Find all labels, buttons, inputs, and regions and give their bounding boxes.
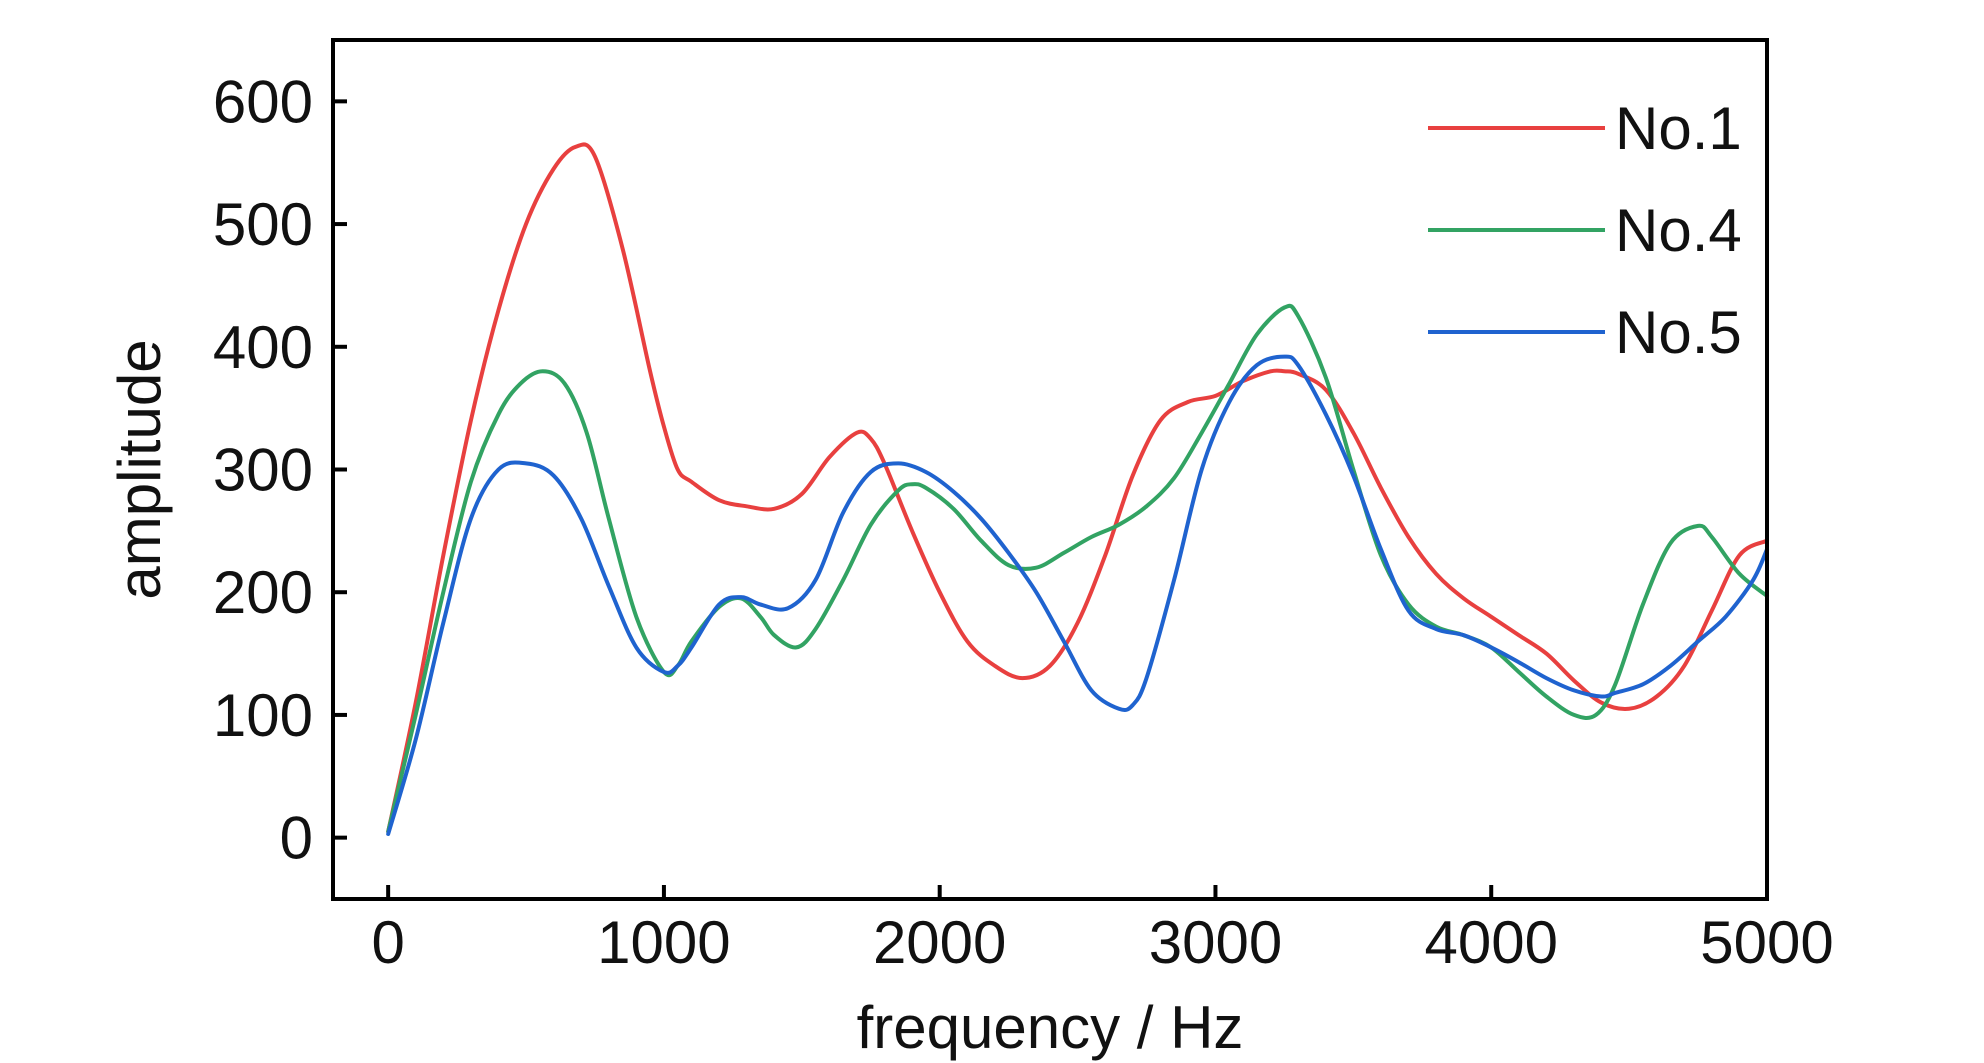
series-line-no-4	[386, 303, 1769, 834]
legend-label: No.1	[1615, 95, 1742, 162]
legend-label: No.5	[1615, 299, 1742, 366]
y-tick-label: 200	[213, 559, 313, 626]
x-tick-label: 3000	[1149, 909, 1282, 976]
x-tick-label: 1000	[597, 909, 730, 976]
x-tick-label: 4000	[1424, 909, 1557, 976]
legend-label: No.4	[1615, 197, 1742, 264]
y-tick-label: 0	[280, 805, 313, 872]
y-tick-label: 300	[213, 437, 313, 504]
y-axis-label: amplitude	[106, 339, 173, 599]
x-tick-label: 0	[371, 909, 404, 976]
series-line-no-1	[386, 142, 1769, 834]
x-tick-label: 2000	[873, 909, 1006, 976]
series-line-no-5	[386, 354, 1769, 836]
y-tick-label: 600	[213, 68, 313, 135]
y-tick-label: 100	[213, 682, 313, 749]
x-axis: 0 1000 2000 3000 4000 5000	[371, 885, 1834, 976]
plot-layer	[386, 142, 1769, 836]
legend: No.1 No.4 No.5	[1428, 95, 1742, 366]
y-tick-label: 500	[213, 191, 313, 258]
x-tick-label: 5000	[1700, 909, 1833, 976]
y-axis: 0 100 200 300 400 500 600	[213, 68, 347, 872]
x-axis-label: frequency / Hz	[857, 994, 1244, 1061]
y-tick-label: 400	[213, 314, 313, 381]
